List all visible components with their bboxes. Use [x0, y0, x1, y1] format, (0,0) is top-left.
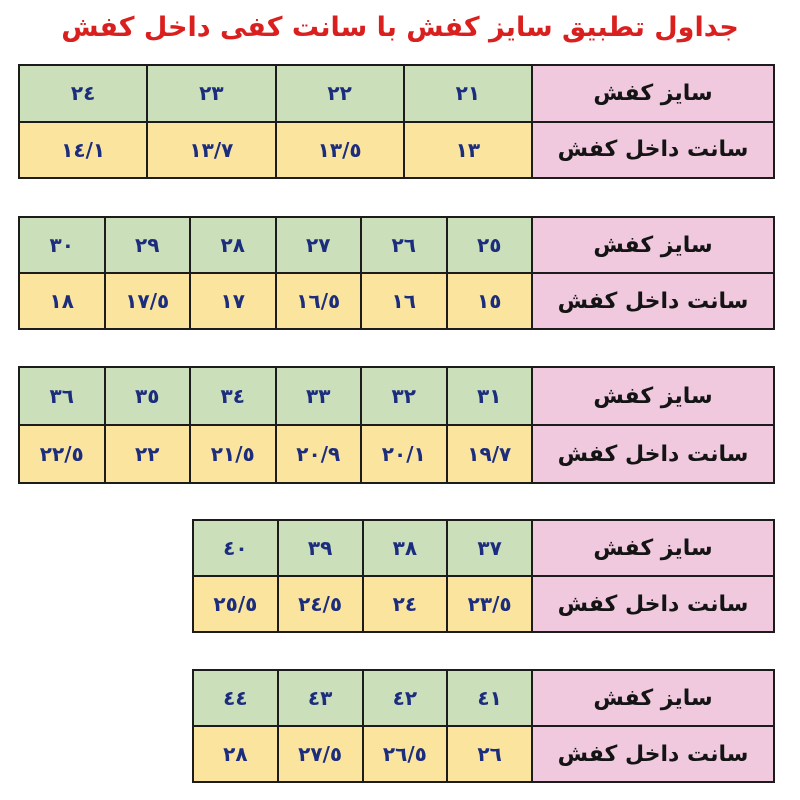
- row-label-inner-cm: سانت داخل کفش: [533, 727, 773, 781]
- cm-cell: ١٩/٧: [447, 426, 531, 482]
- size-cell: ٤٠: [194, 521, 277, 575]
- row-label-inner-cm: سانت داخل کفش: [533, 274, 773, 328]
- row-label-shoe-size: سایز کفش: [533, 66, 773, 121]
- cm-cell: ٢٧/٥: [278, 727, 362, 781]
- cm-cell: ٢٢: [105, 426, 189, 482]
- size-cell: ٣٦: [20, 368, 104, 424]
- size-cell: ٣٢: [362, 368, 446, 424]
- row-label-shoe-size: سایز کفش: [533, 218, 773, 272]
- size-cell: ٣٩: [278, 521, 362, 575]
- cm-cell: ٢٦: [448, 727, 531, 781]
- cm-cell: ٢٠/١: [362, 426, 446, 482]
- size-cell: ٣٧: [448, 521, 531, 575]
- cm-cell: ١٣/٧: [148, 122, 275, 177]
- size-cell: ٢٩: [105, 218, 189, 272]
- cm-cell: ٢٦/٥: [363, 727, 447, 781]
- row-label-inner-cm: سانت داخل کفش: [533, 122, 773, 177]
- row-label-inner-cm: سانت داخل کفش: [533, 577, 773, 631]
- size-cell: ٣٠: [20, 218, 104, 272]
- cm-cell: ٢٥/٥: [194, 577, 277, 631]
- size-table-31-36: سایز کفش ٣١ ٣٢ ٣٣ ٣٤ ٣٥ ٣٦ سانت داخل کفش…: [18, 366, 775, 484]
- size-cell: ٢٧: [276, 218, 360, 272]
- size-table-21-24: سایز کفش ٢١ ٢٢ ٢٣ ٢٤ سانت داخل کفش ١٣ ١٣…: [18, 64, 775, 179]
- size-cell: ٢٣: [148, 66, 275, 121]
- size-cell: ٤٢: [363, 671, 447, 725]
- cm-cell: ١٣: [404, 122, 531, 177]
- size-cell: ٣١: [447, 368, 531, 424]
- cm-cell: ١٦: [362, 274, 446, 328]
- size-table-37-40: سایز کفش ٣٧ ٣٨ ٣٩ ٤٠ سانت داخل کفش ٢٣/٥ …: [192, 519, 775, 633]
- row-label-inner-cm: سانت داخل کفش: [533, 426, 773, 482]
- cm-cell: ١٨: [20, 274, 104, 328]
- size-cell: ٢٨: [191, 218, 275, 272]
- row-label-shoe-size: سایز کفش: [533, 368, 773, 424]
- page-title: جداول تطبیق سایز کفش با سانت کفی داخل کف…: [61, 12, 739, 43]
- size-cell: ٣٥: [105, 368, 189, 424]
- size-cell: ٢٥: [447, 218, 531, 272]
- size-cell: ٢٢: [276, 66, 403, 121]
- cm-cell: ٢٣/٥: [448, 577, 531, 631]
- cm-cell: ١٤/١: [20, 122, 147, 177]
- cm-cell: ٢٤: [363, 577, 447, 631]
- row-label-shoe-size: سایز کفش: [533, 671, 773, 725]
- cm-cell: ١٣/٥: [276, 122, 403, 177]
- cm-cell: ٢٤/٥: [278, 577, 362, 631]
- cm-cell: ١٥: [447, 274, 531, 328]
- size-table-25-30: سایز کفش ٢٥ ٢٦ ٢٧ ٢٨ ٢٩ ٣٠ سانت داخل کفش…: [18, 216, 775, 330]
- size-cell: ٤٣: [278, 671, 362, 725]
- size-cell: ٣٣: [276, 368, 360, 424]
- cm-cell: ٢١/٥: [191, 426, 275, 482]
- size-cell: ٤٤: [194, 671, 277, 725]
- cm-cell: ٢٠/٩: [276, 426, 360, 482]
- cm-cell: ١٧/٥: [105, 274, 189, 328]
- cm-cell: ١٦/٥: [276, 274, 360, 328]
- size-cell: ٤١: [448, 671, 531, 725]
- size-cell: ٢٦: [362, 218, 446, 272]
- size-cell: ٣٨: [363, 521, 447, 575]
- size-cell: ٣٤: [191, 368, 275, 424]
- size-cell: ٢٤: [20, 66, 147, 121]
- size-table-41-44: سایز کفش ٤١ ٤٢ ٤٣ ٤٤ سانت داخل کفش ٢٦ ٢٦…: [192, 669, 775, 783]
- cm-cell: ٢٢/٥: [20, 426, 104, 482]
- size-cell: ٢١: [404, 66, 531, 121]
- row-label-shoe-size: سایز کفش: [533, 521, 773, 575]
- cm-cell: ٢٨: [194, 727, 277, 781]
- cm-cell: ١٧: [191, 274, 275, 328]
